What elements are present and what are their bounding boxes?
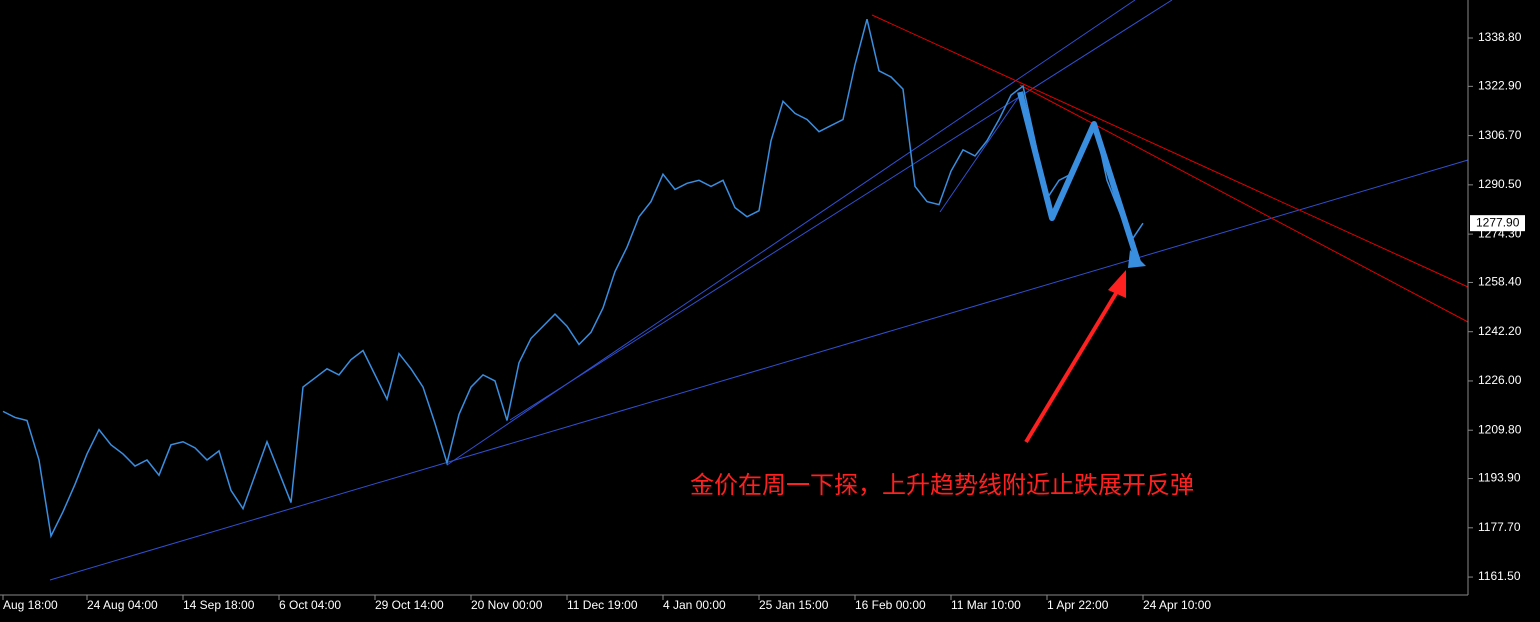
x-tick-label: Aug 18:00	[3, 598, 58, 612]
x-tick-label: 24 Aug 04:00	[87, 598, 158, 612]
x-tick-label: 16 Feb 00:00	[855, 598, 926, 612]
x-tick-label: 6 Oct 04:00	[279, 598, 341, 612]
x-tick-label: 14 Sep 18:00	[183, 598, 255, 612]
x-tick-label: 20 Nov 00:00	[471, 598, 543, 612]
current-price-box	[1470, 215, 1525, 232]
y-tick-label: 1226.00	[1478, 373, 1522, 387]
x-tick-label: 1 Apr 22:00	[1047, 598, 1109, 612]
arrows	[1017, 91, 1146, 444]
arrow-head	[1108, 270, 1126, 298]
corner	[1451, 0, 1468, 10]
y-tick-label: 1242.20	[1478, 324, 1522, 338]
current-price-label: 1277.90	[1476, 215, 1520, 229]
annotation: 金价在周一下探，上升趋势线附近止跌展开反弹	[690, 471, 1194, 499]
y-tick-label: 1290.50	[1478, 177, 1522, 191]
red-arrow	[1024, 288, 1120, 444]
trend-line	[871, 14, 1469, 288]
trend-line	[49, 159, 1469, 581]
y-tick-label: 1258.40	[1478, 275, 1522, 289]
arrow-head	[1128, 250, 1146, 268]
x-tick-label: 25 Jan 15:00	[759, 598, 829, 612]
y-tick-label: 1306.70	[1478, 128, 1522, 142]
x-tick-label: 11 Dec 19:00	[567, 598, 638, 612]
x-tick-label: 4 Jan 00:00	[663, 598, 726, 612]
x-tick-label: 24 Apr 10:00	[1143, 598, 1211, 612]
y-tick-label: 1338.80	[1478, 30, 1522, 44]
x-tick-label: 29 Oct 14:00	[375, 598, 444, 612]
zigzag-arrow	[1017, 91, 1141, 263]
trend-line	[509, 0, 1173, 421]
y-tick-label: 1177.70	[1478, 520, 1521, 534]
y-tick-label: 1209.80	[1478, 422, 1522, 436]
trend-line	[939, 94, 1021, 213]
y-tick-label: 1193.90	[1478, 471, 1521, 485]
price-line	[2, 18, 1144, 539]
plot	[2, 18, 1144, 539]
x-tick-label: 11 Mar 10:00	[951, 598, 1021, 612]
y-tick-label: 1322.90	[1478, 79, 1522, 93]
y-tick-label: 1161.50	[1478, 569, 1521, 583]
